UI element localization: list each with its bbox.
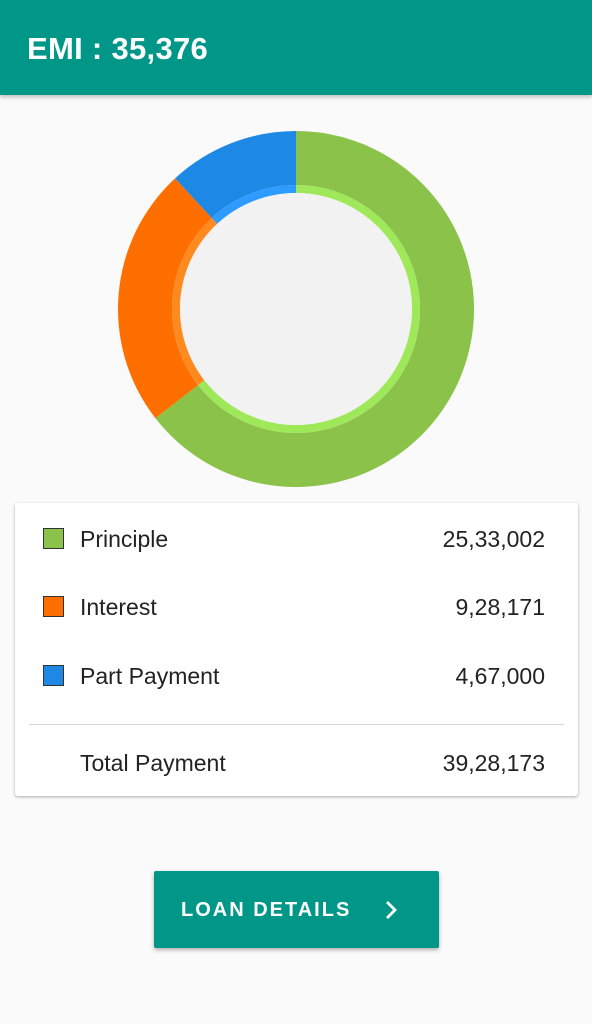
principle-legend-swatch — [43, 528, 64, 549]
donut-slice-principle — [155, 131, 474, 488]
total-payment-label: Total Payment — [80, 750, 226, 776]
donut-slice-inner-part-payment — [211, 185, 296, 224]
chevron-right-icon — [386, 901, 397, 919]
part-payment-label: Part Payment — [80, 663, 220, 689]
part-payment-value: 4,67,000 — [455, 663, 545, 689]
loan-details-button[interactable]: LOAN DETAILS — [154, 871, 439, 948]
principle-label: Principle — [80, 526, 169, 552]
interest-value: 9,28,171 — [455, 594, 545, 620]
summary-row-total: Total Payment 39,28,173 — [15, 743, 578, 783]
donut-center-hole — [180, 193, 412, 425]
donut-slice-inner-interest — [172, 218, 218, 386]
total-payment-value: 39,28,173 — [442, 750, 545, 776]
emi-title: EMI : 35,376 — [27, 31, 209, 66]
payment-donut-chart — [116, 129, 476, 489]
principle-value: 25,33,002 — [442, 526, 545, 552]
summary-row-principle: Principle 25,33,002 — [15, 519, 578, 559]
loan-details-label: LOAN DETAILS — [181, 899, 352, 921]
interest-legend-swatch — [43, 596, 64, 617]
payment-summary-card: Principle 25,33,002 Interest 9,28,171 Pa… — [15, 503, 578, 796]
summary-row-part-payment: Part Payment 4,67,000 — [15, 656, 578, 696]
donut-svg — [117, 131, 474, 488]
summary-divider — [29, 724, 564, 725]
summary-row-interest: Interest 9,28,171 — [15, 587, 578, 627]
interest-label: Interest — [80, 594, 157, 620]
top-app-bar: EMI : 35,376 — [0, 0, 592, 95]
donut-slice-part-payment — [175, 131, 296, 219]
donut-slice-interest — [117, 178, 212, 419]
part-payment-legend-swatch — [43, 665, 64, 686]
